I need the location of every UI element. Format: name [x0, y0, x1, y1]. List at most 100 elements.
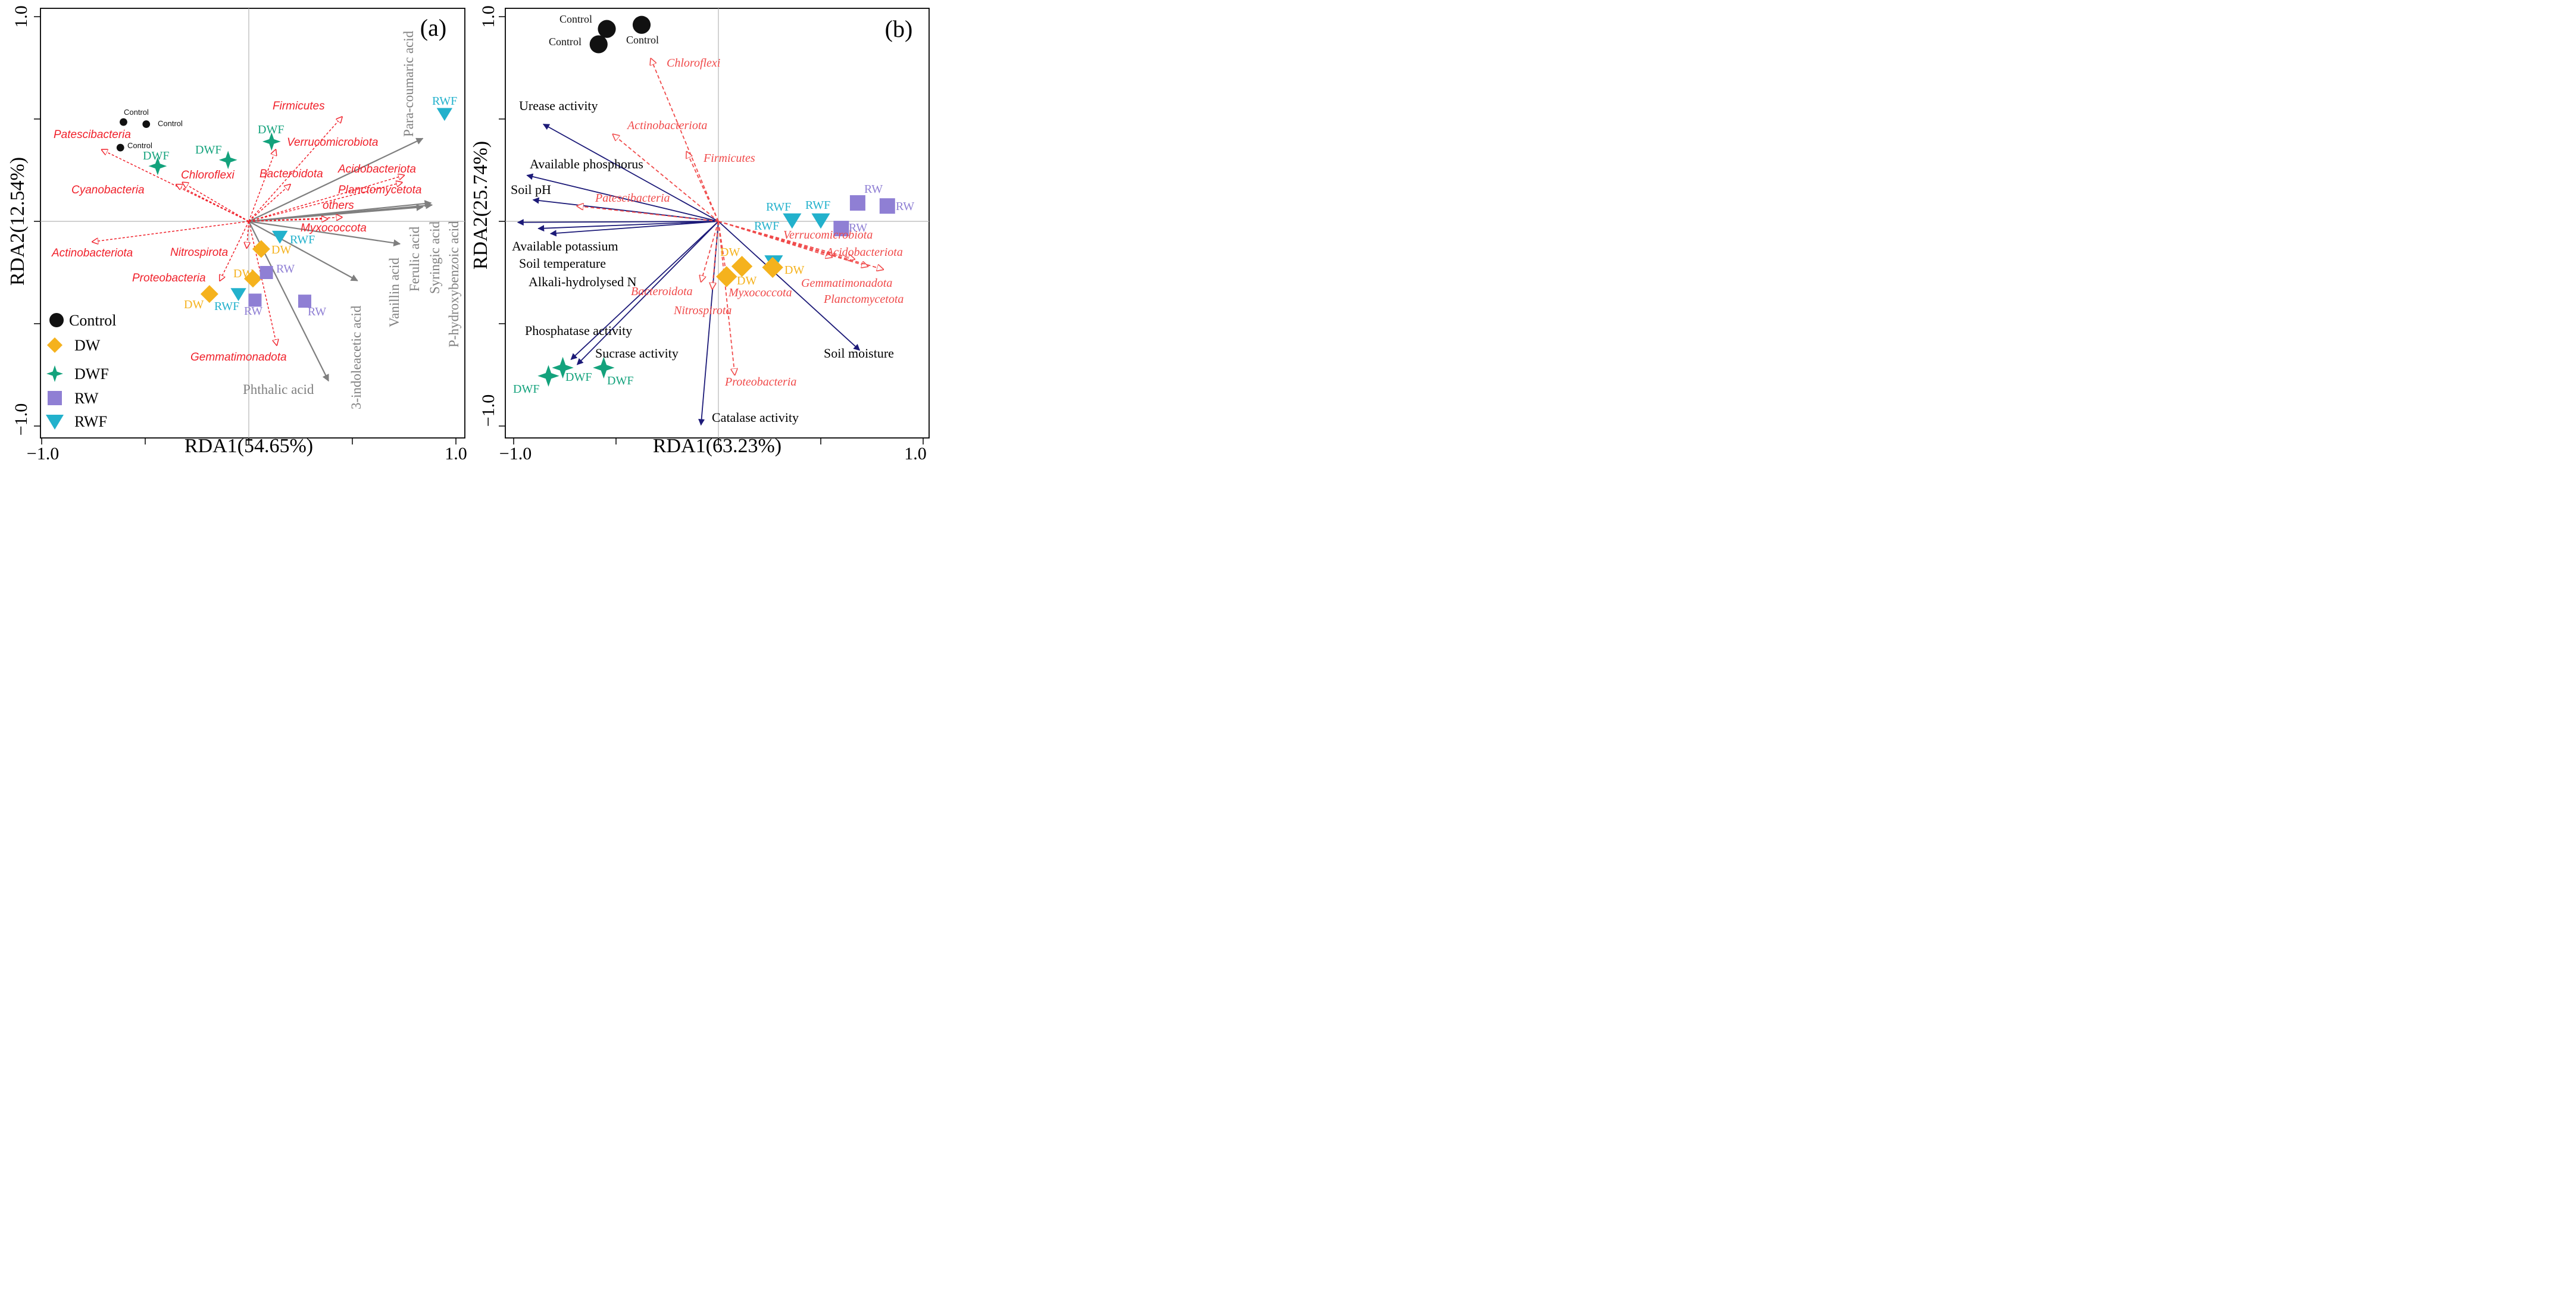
- sample-label-dw: DW: [737, 274, 756, 287]
- phenolic-arrows-a: [248, 137, 433, 382]
- y-tick-label-a-max: 1.0: [11, 5, 31, 28]
- species-label: Myxococcota: [728, 286, 792, 299]
- sample-label-rwf: RWF: [214, 300, 239, 313]
- sample-marker-dwf: [148, 156, 167, 176]
- soil-label: Available phosphorus: [530, 156, 643, 171]
- species-label: Firmicutes: [273, 100, 325, 112]
- sample-label-rwf: RWF: [432, 95, 457, 108]
- sample-label-control: Control: [559, 13, 592, 25]
- species-label: Chloroflexi: [667, 57, 720, 70]
- soil-arrow: [549, 221, 719, 237]
- phenolic-labels-a: Para-coumaric acid P-hydroxybenzoic acid…: [243, 30, 461, 409]
- soil-label: Phosphatase activity: [525, 323, 632, 338]
- panel-label-b: (b): [885, 15, 913, 42]
- species-label: Verrucomicrobiota: [287, 136, 378, 149]
- sample-label-control: Control: [626, 34, 659, 46]
- sample-label-control: Control: [124, 108, 149, 117]
- legend: Control DW DWF RW RWF: [46, 312, 116, 430]
- species-label: Planctomycetota: [338, 184, 421, 196]
- species-arrow: [92, 221, 249, 242]
- y-tick-label-a-min: −1.0: [11, 403, 31, 436]
- sample-marker-rw: [298, 295, 311, 308]
- species-arrow: [712, 221, 719, 289]
- sample-label-rw: RW: [308, 305, 326, 318]
- sample-label-rw: RW: [896, 200, 914, 213]
- sample-marker-rwf: [783, 213, 802, 229]
- species-label: Gemmatimonadota: [801, 277, 892, 290]
- species-arrow: [247, 221, 249, 248]
- species-arrow: [183, 183, 249, 222]
- species-label: Patescibacteria: [54, 129, 131, 141]
- soil-arrow: [537, 221, 719, 232]
- species-label: Verrucomicrobiota: [783, 228, 873, 242]
- sample-label-rwf: RWF: [754, 220, 779, 233]
- plot-frame-b: [505, 8, 930, 439]
- species-labels-a: Patescibacteria Cyanobacteria Chloroflex…: [51, 100, 421, 364]
- soil-label: Catalase activity: [712, 410, 799, 425]
- species-label: Proteobacteria: [724, 375, 796, 389]
- panel-b: −1.0 1.0 1.0 −1.0 RDA1(63.23%) RDA2(25.7…: [470, 5, 930, 464]
- sample-label-rwf: RWF: [805, 199, 830, 212]
- y-axis-title-a: RDA2(12.54%): [7, 157, 29, 286]
- sample-label-dw: DW: [784, 264, 804, 277]
- sample-marker-control: [120, 118, 127, 126]
- sample-label-dwf: DWF: [513, 383, 539, 396]
- phenolic-label: Vanillin acid: [387, 258, 402, 327]
- species-arrow: [613, 134, 719, 222]
- x-tick-label-a-max: 1.0: [445, 444, 467, 464]
- soil-label: Urease activity: [519, 98, 598, 113]
- sample-label-control: Control: [158, 119, 183, 128]
- sample-label-dw: DW: [233, 267, 253, 280]
- sample-label-rwf: RWF: [766, 201, 791, 214]
- species-label: Proteobacteria: [132, 272, 206, 284]
- soil-arrow: [576, 221, 719, 365]
- x-axis-title-a: RDA1(54.65%): [185, 435, 313, 457]
- sample-marker-control: [142, 120, 151, 128]
- soil-label: Alkali-hydrolysed N: [529, 274, 637, 289]
- species-label: Patescibacteria: [595, 192, 670, 205]
- soil-arrow: [526, 173, 719, 222]
- sample-label-dwf: DWF: [195, 143, 221, 156]
- soil-label: Soil pH: [511, 182, 551, 197]
- figure: −1.0 1.0 1.0 −1.0 RDA1(54.65%) RDA2(12.5…: [7, 5, 930, 464]
- phenolic-arrow: [248, 221, 358, 281]
- sample-label-rwf: RWF: [290, 233, 315, 246]
- legend-label-rwf: RWF: [74, 413, 107, 430]
- species-label: Planctomycetota: [823, 293, 904, 306]
- species-arrow: [701, 221, 719, 281]
- sample-marker-control: [598, 20, 616, 38]
- soil-label: Available potassium: [512, 239, 618, 253]
- species-arrow: [248, 176, 404, 222]
- sample-marker-rwf: [272, 230, 288, 244]
- soil-arrows-b: [517, 123, 861, 426]
- samples-a: [116, 108, 453, 308]
- legend-label-rw: RW: [74, 390, 99, 407]
- species-label: Gemmatimonadota: [190, 351, 287, 364]
- legend-marker-dwf: [46, 365, 63, 382]
- phenolic-label: Para-coumaric acid: [401, 30, 416, 137]
- x-tick-label-b-min: −1.0: [499, 444, 532, 464]
- soil-label: Soil temperature: [519, 256, 606, 271]
- sample-label-dwf: DWF: [258, 123, 284, 136]
- species-arrows-a: [92, 117, 404, 346]
- sample-marker-dw: [252, 240, 270, 258]
- soil-arrow: [718, 221, 861, 351]
- sample-marker-rwf: [230, 288, 246, 301]
- species-arrow: [718, 221, 883, 270]
- x-tick-label-b-max: 1.0: [904, 444, 927, 464]
- species-label: Firmicutes: [703, 152, 755, 165]
- soil-arrow: [570, 221, 719, 360]
- sample-label-dw: DW: [271, 243, 291, 256]
- species-label: Actinobacteriota: [626, 119, 707, 132]
- sample-label-dwf: DWF: [143, 149, 169, 162]
- sample-marker-dwf: [552, 356, 574, 379]
- species-arrow: [248, 150, 276, 222]
- species-label: others: [323, 199, 354, 212]
- phenolic-label: Ferulic acid: [407, 226, 422, 292]
- species-arrow: [220, 221, 249, 281]
- sample-label-rw: RW: [244, 305, 262, 318]
- species-label: Bacteroidota: [631, 285, 693, 298]
- legend-marker-rwf: [46, 415, 64, 430]
- legend-marker-rw: [48, 391, 62, 405]
- sample-label-rw: RW: [864, 183, 883, 196]
